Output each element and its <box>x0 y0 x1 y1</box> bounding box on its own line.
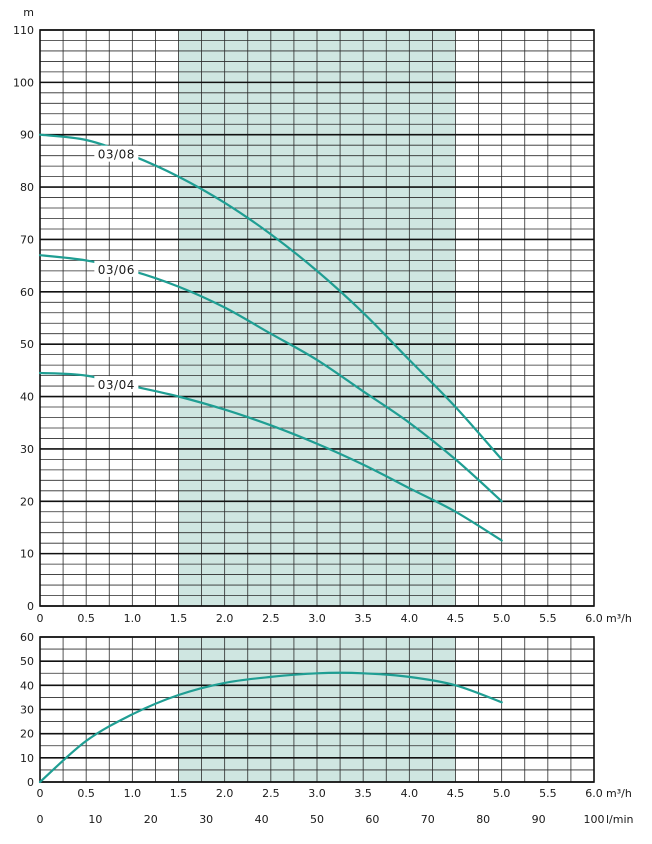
efficiency-curve <box>38 671 503 784</box>
secondary-x-tick-label: 60 <box>365 813 379 826</box>
curve-label: 03/08 <box>98 148 135 162</box>
secondary-x-tick-label: 30 <box>199 813 213 826</box>
secondary-x-tick-label: 20 <box>144 813 158 826</box>
secondary-x-tick-label: 90 <box>532 813 546 826</box>
curve-label-background <box>94 260 139 277</box>
x-tick-label: 0 <box>37 612 44 625</box>
secondary-x-tick-label: 10 <box>88 813 102 826</box>
x-axis-unit: m³/h <box>606 612 632 625</box>
x-axis-unit: m³/h <box>606 787 632 800</box>
y-tick-label: 0 <box>27 600 34 613</box>
x-tick-label: 5.5 <box>539 787 557 800</box>
y-tick-label: 80 <box>20 181 34 194</box>
x-tick-label: 1.0 <box>124 612 142 625</box>
y-tick-label: 10 <box>20 752 34 765</box>
x-tick-label: 5.0 <box>493 612 511 625</box>
y-tick-label: 0 <box>27 776 34 789</box>
secondary-x-tick-label: 40 <box>255 813 269 826</box>
x-tick-label: 3.0 <box>308 612 326 625</box>
y-tick-label: 30 <box>20 443 34 456</box>
y-tick-label: 30 <box>20 704 34 717</box>
y-tick-label: 40 <box>20 391 34 404</box>
y-tick-label: 20 <box>20 495 34 508</box>
plot-frame <box>39 636 595 783</box>
curve-label-background <box>94 376 139 393</box>
y-tick-label: 10 <box>20 548 34 561</box>
y-tick-label: 60 <box>20 631 34 644</box>
y-tick-label: 50 <box>20 338 34 351</box>
x-tick-label: 3.0 <box>308 787 326 800</box>
secondary-x-tick-label: 0 <box>37 813 44 826</box>
y-tick-label: 50 <box>20 655 34 668</box>
secondary-x-tick-label: 50 <box>310 813 324 826</box>
y-tick-label: 60 <box>20 286 34 299</box>
x-tick-label: 4.5 <box>447 612 465 625</box>
x-tick-label: 5.5 <box>539 612 557 625</box>
x-tick-label: 5.0 <box>493 787 511 800</box>
secondary-x-axis-unit: l/min <box>606 813 634 826</box>
x-tick-label: 1.0 <box>124 787 142 800</box>
curve-label: 03/06 <box>98 263 135 277</box>
secondary-x-tick-label: 70 <box>421 813 435 826</box>
y-tick-label: 100 <box>13 76 34 89</box>
y-tick-label: 90 <box>20 129 34 142</box>
x-tick-label: 4.5 <box>447 787 465 800</box>
y-tick-label: 40 <box>20 679 34 692</box>
secondary-x-tick-label: 80 <box>476 813 490 826</box>
y-axis-unit: m <box>23 6 34 19</box>
x-tick-label: 4.0 <box>401 787 419 800</box>
plot-frame <box>39 29 595 607</box>
x-tick-label: 1.5 <box>170 612 188 625</box>
x-tick-label: 3.5 <box>354 612 372 625</box>
x-tick-label: 6.0 <box>585 612 603 625</box>
x-tick-label: 0 <box>37 787 44 800</box>
x-tick-label: 1.5 <box>170 787 188 800</box>
efficiency-flow-chart: 0 10 20 30 40 50 60 0 0.5 1.0 1.5 2.0 2.5 3.0 3.5 4.0 4.… <box>20 631 634 826</box>
x-tick-label: 2.0 <box>216 787 234 800</box>
x-tick-label: 4.0 <box>401 612 419 625</box>
x-tick-label: 2.5 <box>262 787 280 800</box>
x-tick-label: 3.5 <box>354 787 372 800</box>
y-tick-label: 70 <box>20 233 34 246</box>
x-tick-label: 0.5 <box>77 612 95 625</box>
x-tick-label: 2.0 <box>216 612 234 625</box>
curve-label: 03/04 <box>98 378 135 392</box>
y-tick-label: 20 <box>20 728 34 741</box>
head-flow-chart: 0 10 20 30 40 50 60 70 80 90 100 110 0 0.5 1.0 1.5 2.0 2.… <box>13 6 632 625</box>
secondary-x-tick-label: 100 <box>584 813 605 826</box>
x-tick-label: 2.5 <box>262 612 280 625</box>
x-tick-label: 6.0 <box>585 787 603 800</box>
x-tick-label: 0.5 <box>77 787 95 800</box>
curve-label-background <box>94 145 139 162</box>
y-tick-label: 110 <box>13 24 34 37</box>
